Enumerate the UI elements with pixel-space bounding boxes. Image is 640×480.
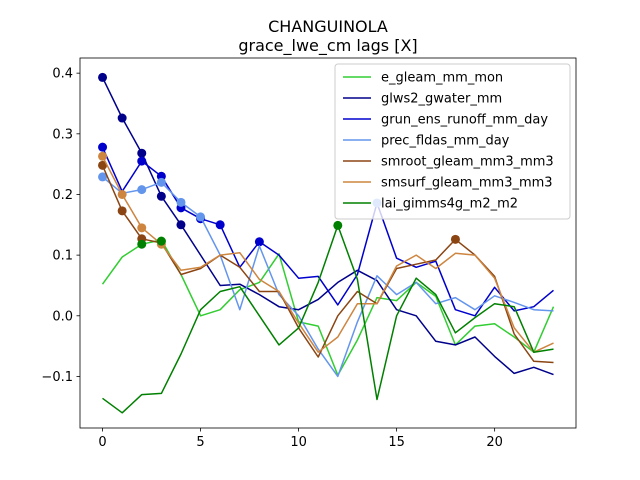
data-point xyxy=(450,234,460,244)
data-point xyxy=(156,177,166,187)
legend-entry: grun_ens_runoff_mm_day xyxy=(343,113,548,128)
y-tick-label: 0.1 xyxy=(52,249,73,264)
axes-layer: 0 5 10 15 20 −0.1 0.0 0.1 0.2 0.3 0.4 xyxy=(41,57,577,450)
data-point xyxy=(137,223,147,233)
series-line xyxy=(102,224,554,414)
data-point xyxy=(98,172,108,182)
legend-label: smroot_gleam_mm3_mm3 xyxy=(381,155,554,170)
data-point xyxy=(176,220,186,230)
data-point xyxy=(98,72,108,82)
data-point xyxy=(137,239,147,249)
legend-entry: e_gleam_mm_mon xyxy=(343,71,503,86)
x-tick-label: 10 xyxy=(290,435,307,450)
legend-entry: glws2_gwater_mm xyxy=(343,92,502,107)
data-point xyxy=(98,151,108,161)
data-point xyxy=(137,185,147,195)
legend: e_gleam_mm_mon glws2_gwater_mm grun_ens_ru… xyxy=(334,63,571,220)
x-tick-label: 15 xyxy=(388,435,405,450)
data-point xyxy=(98,160,108,170)
plot-frame xyxy=(79,57,577,429)
legend-box xyxy=(334,63,571,220)
y-tick-label: 0.4 xyxy=(52,67,73,82)
x-tick-label: 0 xyxy=(98,435,106,450)
series-lai_gimms4g_m2_m2 xyxy=(102,220,554,414)
series-prec_fldas_mm_day xyxy=(98,172,554,378)
series-line xyxy=(101,239,555,376)
legend-label: smsurf_gleam_mm3_mm3 xyxy=(381,176,553,191)
data-point xyxy=(254,237,264,247)
legend-label: e_gleam_mm_mon xyxy=(381,71,503,86)
data-point xyxy=(117,113,127,123)
y-tick-label: −0.1 xyxy=(41,370,73,385)
chart-title: CHANGUINOLA xyxy=(268,17,388,36)
legend-label: prec_fldas_mm_day xyxy=(381,134,510,149)
data-point xyxy=(156,236,166,246)
legend-entry: prec_fldas_mm_day xyxy=(343,134,510,149)
data-point xyxy=(196,212,206,222)
data-point xyxy=(137,156,147,166)
series-line xyxy=(101,155,554,353)
data-point xyxy=(98,142,108,152)
legend-entry: lai_gimms4g_m2_m2 xyxy=(343,197,518,212)
x-tick-label: 20 xyxy=(486,435,503,450)
y-tick-label: 0.3 xyxy=(52,127,73,142)
data-point xyxy=(215,220,225,230)
data-point xyxy=(137,148,147,158)
y-tick-label: 0.2 xyxy=(52,188,73,203)
data-point xyxy=(176,197,186,207)
series-layer xyxy=(98,72,555,414)
data-point xyxy=(156,191,166,201)
legend-entry: smsurf_gleam_mm3_mm3 xyxy=(343,176,553,191)
y-tick-label: 0.0 xyxy=(52,309,73,324)
data-point xyxy=(333,220,343,230)
data-point xyxy=(117,189,127,199)
chart-subtitle: grace_lwe_cm lags [X] xyxy=(238,36,417,56)
x-tick-label: 5 xyxy=(196,435,204,450)
data-point xyxy=(117,206,127,216)
legend-label: lai_gimms4g_m2_m2 xyxy=(381,197,518,212)
legend-label: grun_ens_runoff_mm_day xyxy=(381,113,548,128)
legend-label: glws2_gwater_mm xyxy=(381,92,502,107)
series-line xyxy=(102,176,554,378)
legend-entry: smroot_gleam_mm3_mm3 xyxy=(343,155,554,170)
